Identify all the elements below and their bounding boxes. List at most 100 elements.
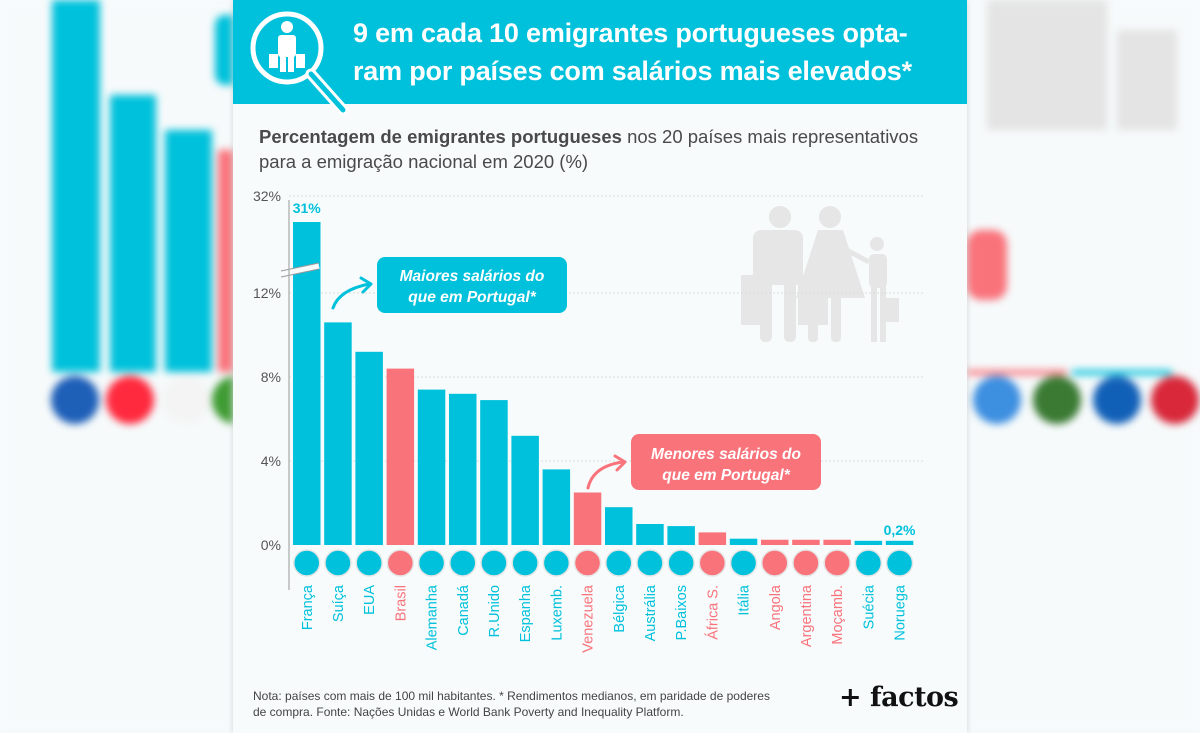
bar-ar (792, 539, 820, 545)
category-label: Argentina (799, 584, 815, 647)
flag-us-icon (355, 549, 383, 577)
family-head-1 (819, 206, 841, 228)
main-title: 9 em cada 10 emigrantes portugueses opta… (353, 14, 963, 90)
bar-es (511, 435, 539, 545)
y-tick-label: 32% (253, 188, 281, 204)
flag-gb-icon (480, 549, 508, 577)
flag-nl-icon (667, 549, 695, 577)
callout-higher-salaries (377, 257, 567, 313)
category-label: Brasil (393, 585, 409, 621)
flag-be-icon (605, 549, 633, 577)
category-label: Noruega (893, 584, 909, 641)
infographic-card: 9 em cada 10 emigrantes portugueses opta… (233, 0, 967, 733)
title-line-2: ram por países com salários mais elevado… (353, 56, 912, 86)
flag-ve-icon (573, 549, 602, 577)
category-label: Itália (737, 584, 753, 616)
arrow-higher-icon (331, 282, 371, 310)
category-label: Canadá (456, 584, 472, 636)
category-label: Suíça (331, 584, 347, 622)
flag-no-icon (885, 549, 914, 577)
background-blur-right (967, 0, 1200, 733)
bar-br (386, 368, 415, 545)
family-silhouette-group (741, 206, 899, 342)
category-label: Luxemb. (549, 585, 565, 641)
background-right-art (967, 0, 1199, 424)
family-child-body (869, 254, 887, 288)
callout-lower-line-1: Menores salários do (651, 446, 801, 463)
bar-no (885, 540, 914, 545)
background-left-art (51, 0, 233, 424)
y-tick-label: 12% (253, 285, 281, 301)
bar-lu (542, 469, 571, 545)
bar-za (698, 532, 727, 545)
callout-lower-salaries (631, 434, 821, 490)
axis-break-mark (280, 262, 320, 272)
family-child-leg (871, 284, 877, 342)
category-label: Suécia (861, 584, 877, 629)
category-label: Moçamb. (830, 585, 846, 645)
family-woman-leg (831, 292, 841, 342)
family-child-suitcase (883, 298, 899, 322)
bar-mz (823, 539, 851, 545)
category-label: EUA (362, 585, 378, 615)
flag-mz-icon (823, 549, 851, 577)
category-label: África S. (704, 585, 721, 640)
bar-it (729, 538, 758, 545)
subtitle-rest: nos 20 países mais representativos (621, 126, 919, 147)
family-head-0 (769, 206, 791, 228)
flag-au-icon (636, 549, 664, 577)
bar-ca (449, 393, 477, 545)
subtitle-line-2: para a emigração nacional em 2020 (%) (259, 151, 589, 172)
last-value-label: 0,2% (884, 522, 916, 538)
category-label: França (300, 584, 316, 630)
callout-higher-line-2: que em Portugal* (408, 289, 536, 306)
axis-break-gap (280, 263, 320, 277)
flag-ch-icon (324, 549, 352, 577)
flag-es-icon (511, 549, 539, 577)
subtitle-bold: Percentagem de emigrantes portugueses (259, 126, 622, 147)
y-tick-label: 4% (261, 453, 281, 469)
family-head-2 (870, 237, 884, 251)
flag-it-icon (729, 549, 758, 577)
flag-se-icon (854, 549, 883, 577)
arrow-higher-head (359, 276, 373, 294)
flag-fr-icon (293, 549, 321, 577)
background-blur-left (0, 0, 233, 733)
category-label: Bélgica (612, 584, 628, 632)
bar-nl (667, 526, 695, 545)
chart-subtitle: Percentagem de emigrantes portugueses no… (259, 124, 964, 174)
flag-ar-icon (792, 549, 820, 577)
header-band: 9 em cada 10 emigrantes portugueses opta… (233, 0, 967, 116)
family-man-body (753, 230, 803, 285)
flag-za-icon (698, 549, 727, 577)
bar-us (355, 351, 383, 545)
family-man-leg (784, 280, 796, 342)
category-label: Venezuela (581, 584, 597, 653)
category-label: Espanha (518, 584, 534, 642)
family-suitcase (798, 275, 828, 325)
y-tick-label: 0% (261, 537, 281, 553)
bar-de (417, 389, 446, 545)
category-label: Angola (768, 584, 784, 630)
bar-ao (761, 539, 789, 545)
axis-break-mark (280, 268, 320, 278)
bar-be (605, 507, 633, 545)
family-suitcase (741, 275, 769, 325)
arrow-lower-icon (586, 460, 625, 490)
family-arm (841, 245, 871, 265)
flag-ao-icon (761, 549, 789, 577)
first-value-label: 31% (293, 200, 322, 216)
bar-ve (573, 492, 602, 545)
bar-se (854, 540, 883, 545)
factos-logo: + factos (839, 682, 959, 713)
y-tick-label: 8% (261, 369, 281, 385)
flag-de-icon (417, 549, 446, 577)
bar-gb (480, 400, 508, 545)
title-line-1: 9 em cada 10 emigrantes portugueses opta… (353, 18, 908, 48)
flag-ca-icon (449, 549, 477, 577)
footnote: Nota: países com mais de 100 mil habitan… (253, 688, 833, 720)
flag-br-icon (386, 549, 415, 577)
callout-lower-line-2: que em Portugal* (662, 467, 790, 484)
bar-chart: França Suíça EUA Brasil Alemanha Canadá R.Unid… (253, 188, 923, 653)
magnifier-emigrant-icon (250, 11, 349, 116)
